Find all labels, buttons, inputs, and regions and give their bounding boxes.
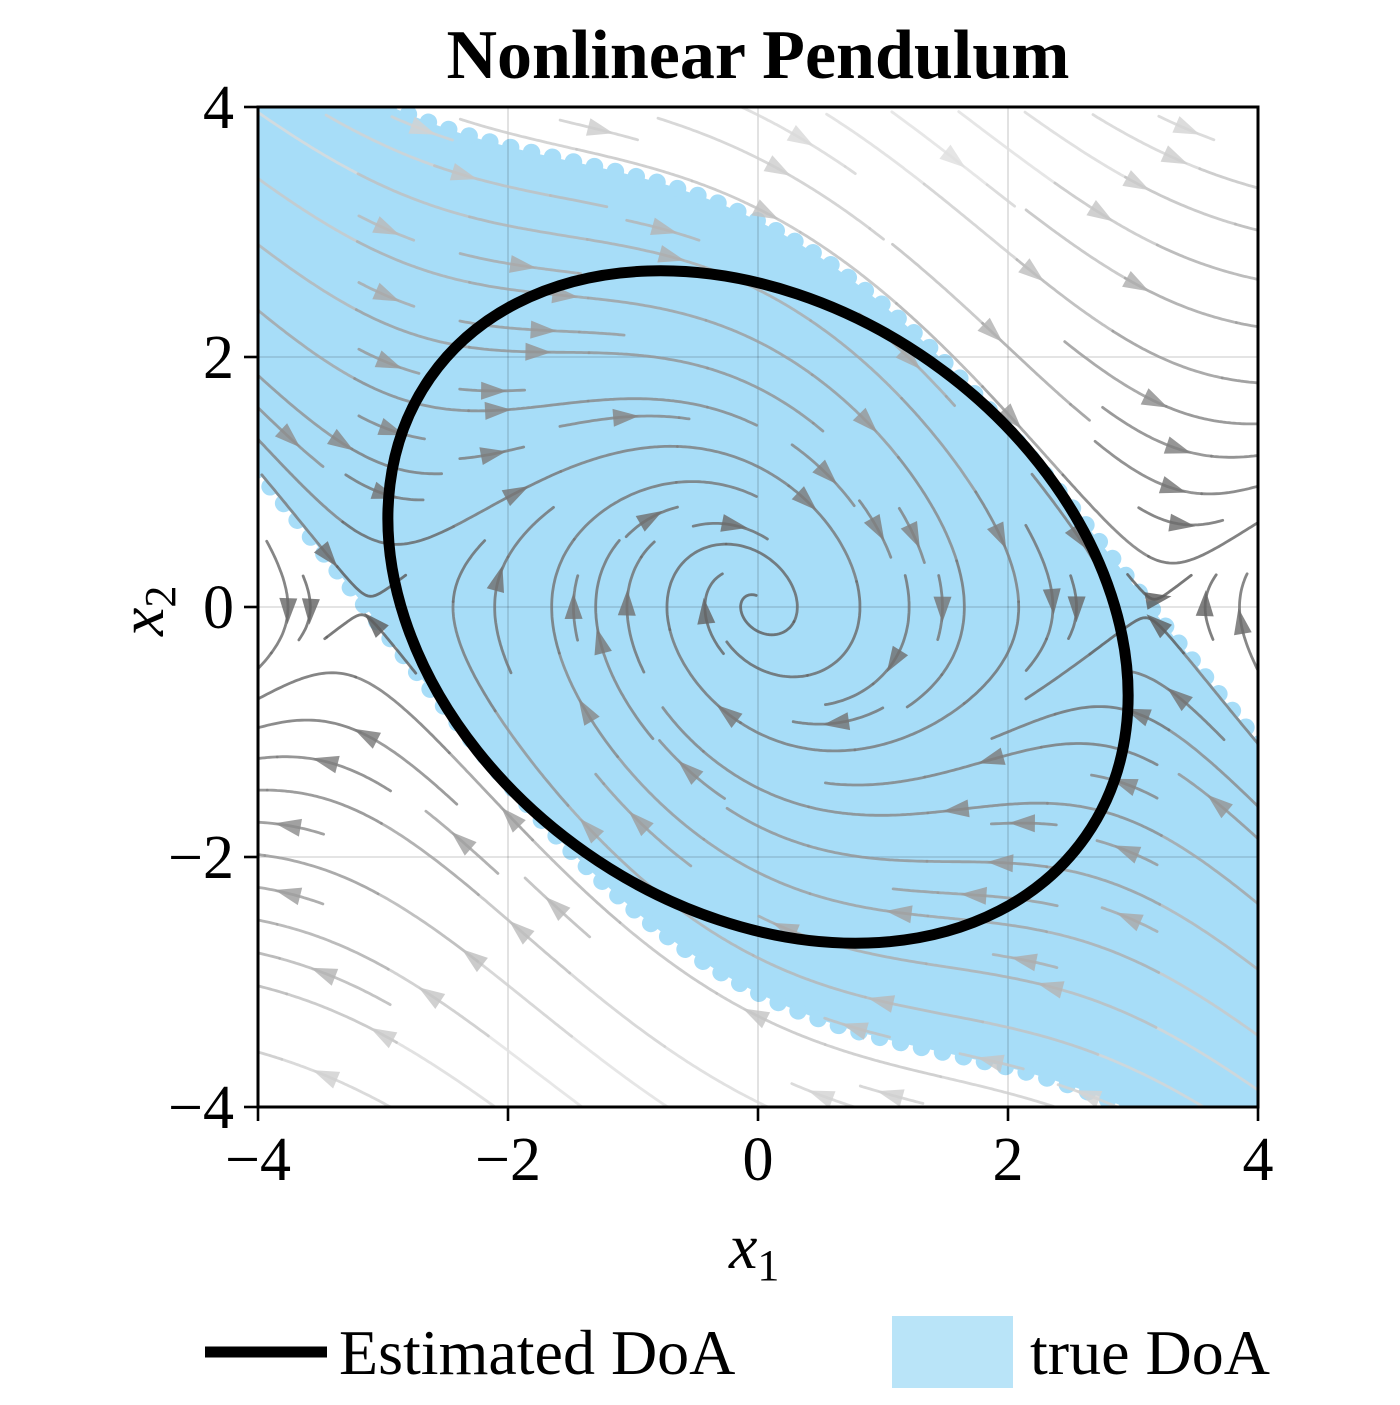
x-tick-label: 0 — [743, 1126, 774, 1194]
streamline — [258, 757, 277, 759]
plot-title: Nonlinear Pendulum — [447, 17, 1070, 94]
legend-label-true-doa: true DoA — [1030, 1317, 1270, 1388]
y-axis-label-base: x — [106, 608, 177, 637]
x-axis-label-base: x — [728, 1211, 757, 1282]
x-tick-label: −2 — [475, 1126, 541, 1194]
y-tick-label: 4 — [203, 74, 234, 142]
x-tick-label: 4 — [1243, 1126, 1274, 1194]
y-tick-label: 0 — [203, 574, 234, 642]
x-tick-label: −4 — [225, 1126, 291, 1194]
y-tick-label: −4 — [168, 1074, 234, 1142]
legend-patch-swatch-true-doa — [892, 1316, 1013, 1388]
y-tick-label: −2 — [168, 824, 234, 892]
y-tick-label: 2 — [203, 324, 234, 392]
streamline — [679, 418, 689, 419]
streamline — [325, 637, 327, 639]
y-axis-label-subscript: 2 — [136, 586, 185, 608]
x-tick-label: 2 — [993, 1126, 1024, 1194]
legend-label-estimated-doa: Estimated DoA — [339, 1317, 735, 1388]
x-axis-label-subscript: 1 — [757, 1241, 779, 1290]
